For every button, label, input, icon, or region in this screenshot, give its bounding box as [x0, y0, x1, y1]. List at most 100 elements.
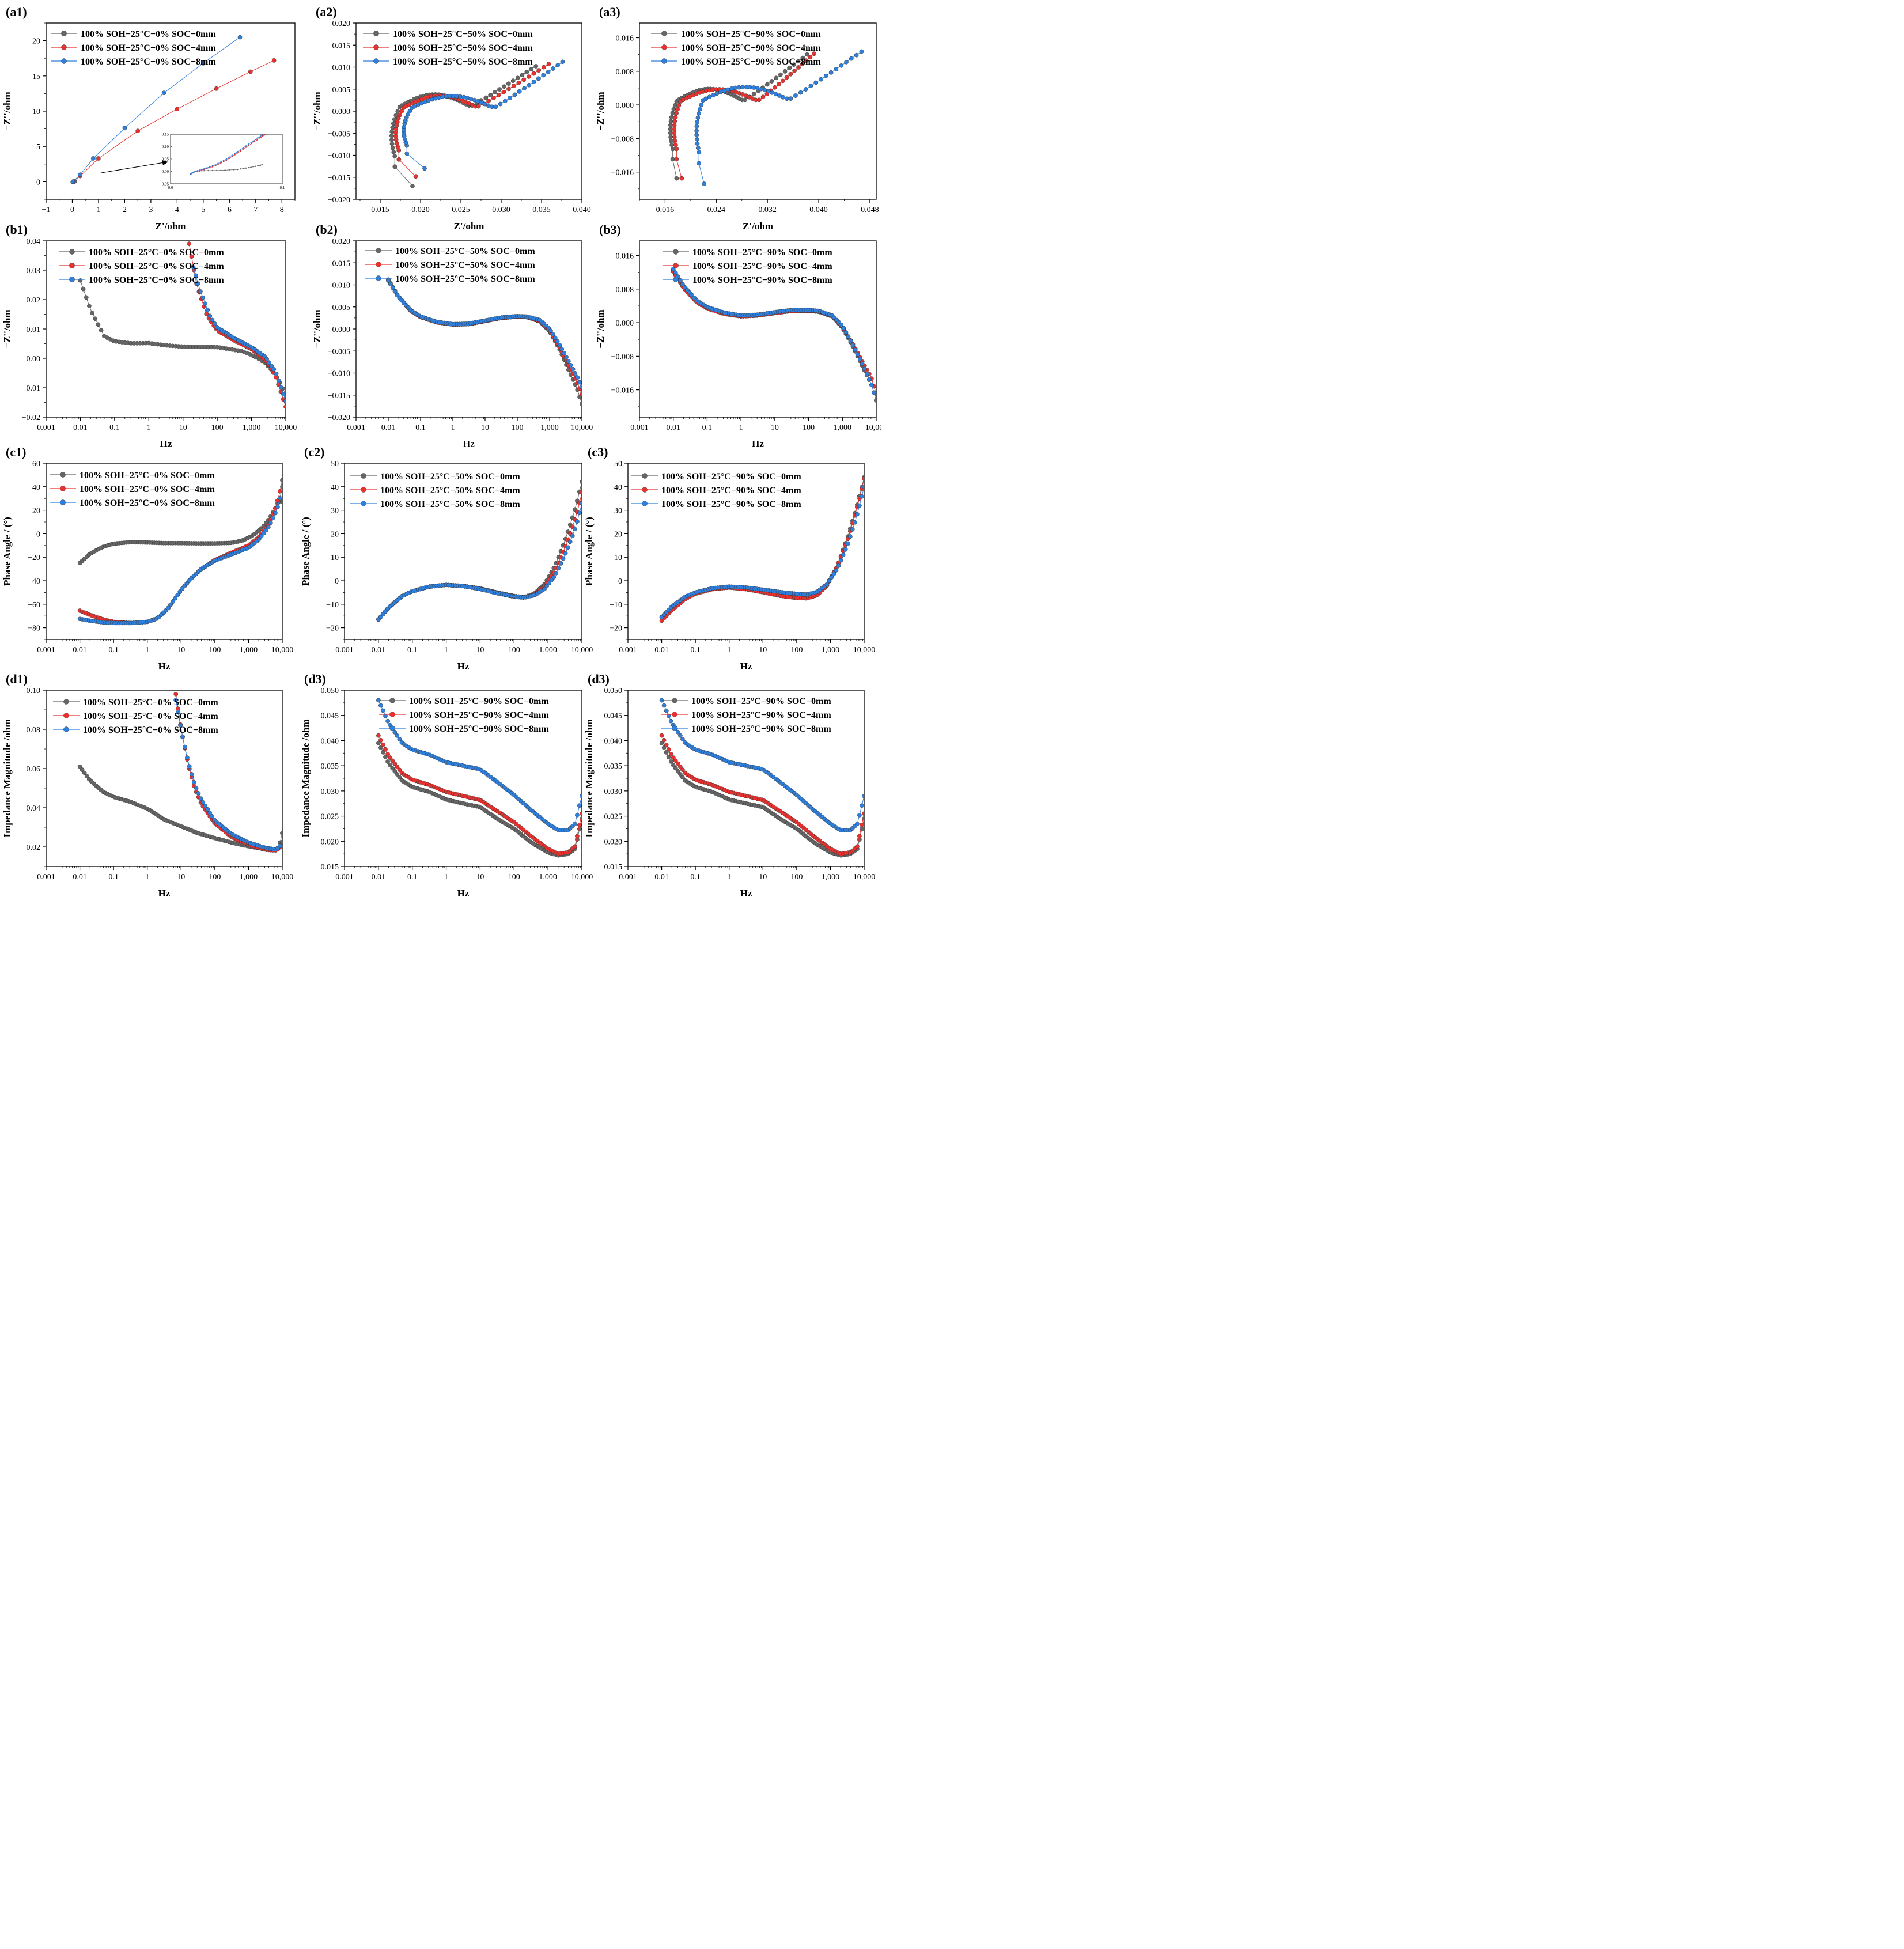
y-tick-label: 0.025: [604, 813, 623, 822]
y-tick-label: 30: [614, 507, 622, 516]
data-point: [395, 733, 400, 738]
data-point: [679, 176, 684, 181]
data-point: [804, 58, 809, 63]
data-point: [178, 723, 183, 728]
data-point: [397, 767, 402, 773]
x-tick-label: 10: [759, 873, 767, 881]
data-point: [577, 827, 582, 831]
data-point: [395, 765, 400, 769]
x-tick-label: 0.025: [452, 206, 470, 214]
data-point: [782, 69, 788, 74]
data-point: [784, 75, 789, 80]
data-point: [671, 107, 676, 112]
data-point: [383, 747, 388, 752]
data-point: [283, 404, 286, 409]
data-point: [396, 157, 402, 162]
x-axis-title: Z'/ohm: [743, 221, 773, 232]
data-point: [205, 807, 210, 812]
x-tick-label: 0.1: [407, 873, 418, 881]
data-point: [266, 525, 271, 530]
data-point: [668, 718, 673, 724]
data-point: [529, 67, 534, 71]
legend-marker: [673, 249, 679, 255]
data-point: [668, 127, 673, 131]
data-point: [711, 93, 716, 98]
data-point: [666, 713, 671, 718]
x-tick-label: 0.01: [666, 423, 680, 432]
x-tick-label: 10,000: [571, 423, 593, 432]
inset-point: [240, 168, 241, 170]
y-tick-label: 0.035: [321, 762, 339, 771]
x-tick-label: 0.001: [335, 646, 354, 654]
data-point: [694, 128, 699, 133]
data-point: [729, 86, 734, 91]
data-point: [857, 503, 862, 508]
data-point: [268, 520, 273, 525]
data-point: [483, 95, 489, 100]
inset-x-tick-label: 0.0: [168, 186, 173, 190]
data-point: [751, 85, 756, 90]
data-point: [383, 713, 388, 718]
data-point: [193, 273, 198, 278]
legend: 100% SOH−25°C−50% SOC−0mm 100% SOH−25°C−5…: [365, 247, 535, 284]
data-point: [666, 755, 671, 759]
data-point: [668, 759, 673, 764]
data-point: [536, 76, 541, 81]
data-point: [422, 166, 427, 171]
inset-point: [261, 164, 263, 166]
panel-a3: (a3) 0.016 0.024 0.032 0.040 0.048 −0.016 −0.00…: [595, 5, 879, 232]
y-tick-label: 50: [614, 460, 622, 468]
data-point: [389, 137, 394, 142]
y-tick-label: 0: [36, 178, 40, 187]
data-point: [397, 737, 402, 741]
legend-marker: [642, 487, 648, 493]
legend-marker: [389, 698, 395, 703]
x-axis-title: Hz: [740, 888, 752, 899]
data-point: [674, 111, 679, 116]
legend-label: 100% SOH−25°C−0% SOC−0mm: [80, 471, 215, 480]
x-tick-label: 0.001: [619, 646, 637, 654]
data-point: [577, 510, 582, 516]
panel-label: (a2): [316, 5, 337, 19]
data-point: [580, 793, 582, 798]
data-point: [675, 729, 680, 735]
x-tick-label: 100: [508, 873, 520, 881]
x-tick-label: 1,000: [240, 646, 258, 654]
series-line-1: [378, 735, 582, 854]
x-axis-title: Hz: [457, 661, 470, 672]
data-point: [781, 94, 786, 100]
data-point: [388, 282, 393, 287]
inset-point: [255, 138, 256, 141]
data-point: [280, 478, 282, 483]
x-axis-title: Hz: [160, 438, 172, 449]
legend-label: 100% SOH−25°C−50% SOC−8mm: [380, 499, 520, 509]
x-tick-label: 10: [179, 423, 187, 432]
y-tick-label: 0.015: [332, 259, 351, 268]
data-point: [389, 129, 395, 134]
y-axis-title: Impedance Magnitude /ohm: [2, 720, 13, 838]
x-tick-label: 0.001: [619, 873, 637, 881]
inset-point: [211, 169, 213, 172]
data-point: [788, 96, 793, 101]
data-point: [194, 786, 199, 790]
y-tick-label: 40: [331, 483, 339, 492]
data-point: [777, 93, 782, 98]
data-point: [385, 718, 390, 724]
y-tick-label: 0.016: [616, 252, 634, 261]
inset-y-tick-label: 0.15: [162, 133, 169, 137]
x-tick-label: 1: [147, 423, 151, 432]
inset-point: [231, 156, 233, 157]
data-point: [859, 49, 864, 54]
x-tick-label: 0.030: [492, 206, 510, 214]
plot-area: [659, 475, 864, 623]
x-tick-label: 10,000: [271, 873, 294, 881]
data-point: [84, 774, 89, 778]
data-point: [516, 80, 521, 85]
data-point: [697, 111, 701, 116]
series-line-0: [80, 501, 282, 563]
y-tick-label: 0.008: [616, 68, 634, 77]
data-point: [496, 93, 501, 97]
x-axis-title: Hz: [158, 661, 171, 672]
data-point: [259, 533, 264, 539]
series-line-0: [80, 766, 282, 850]
